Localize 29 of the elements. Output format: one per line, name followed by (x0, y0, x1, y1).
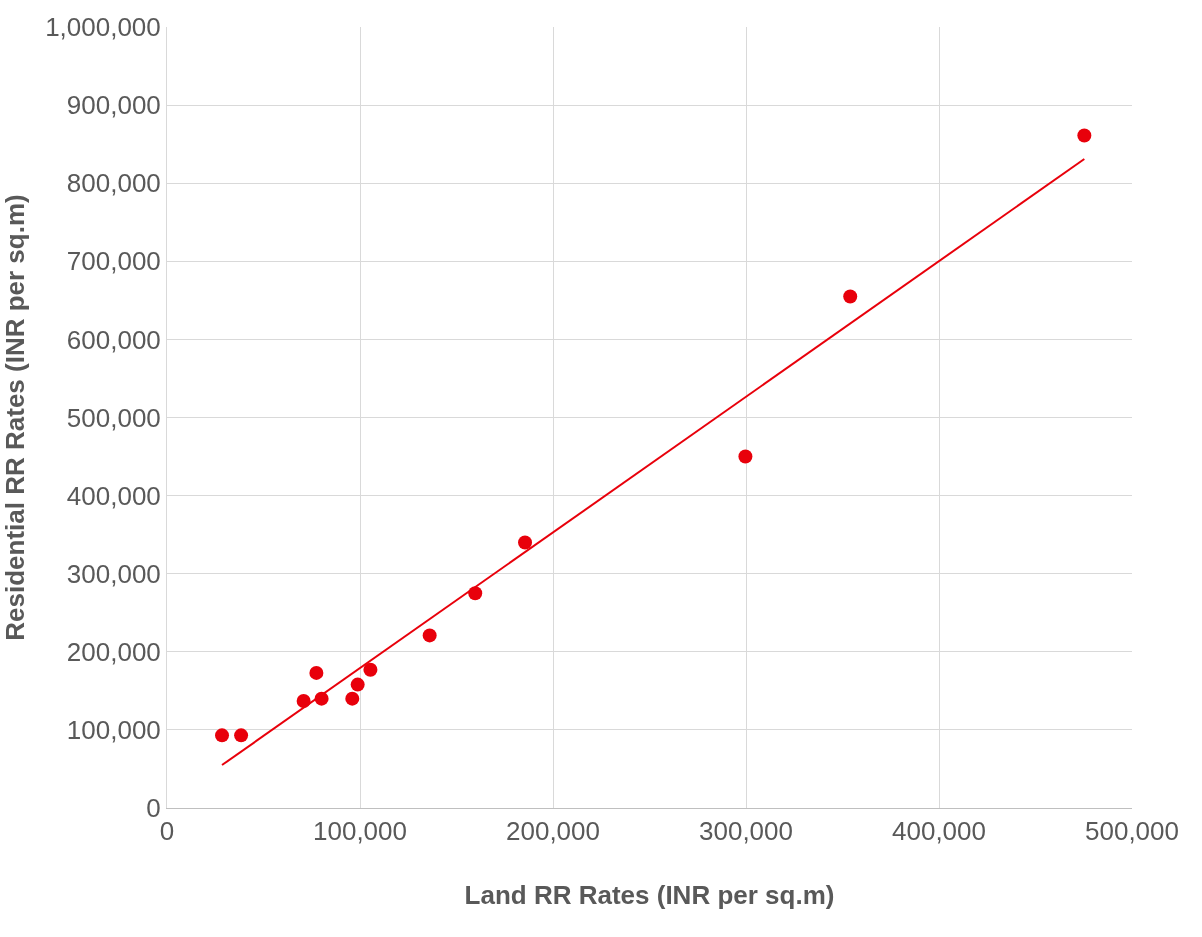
point (234, 728, 249, 743)
point (363, 662, 378, 677)
y-tick-label: 200,000 (66, 636, 161, 667)
point (309, 665, 324, 680)
y-tick-label: 600,000 (66, 324, 161, 355)
y-tick-label: 100,000 (66, 715, 161, 745)
x-tick-label: 500,000 (1085, 816, 1179, 847)
point (345, 691, 360, 706)
x-axis-title: Land RR Rates (INR per sq.m) (464, 879, 835, 910)
y-tick-label: 1,000,000 (45, 12, 161, 43)
point (1077, 128, 1092, 143)
point (422, 628, 437, 643)
point (215, 728, 230, 743)
y-tick-label: 700,000 (66, 246, 161, 277)
y-tick-label: 300,000 (66, 558, 161, 589)
point (518, 535, 533, 550)
point (843, 289, 858, 304)
y-tick-label: 400,000 (66, 480, 161, 511)
x-tick-label: 100,000 (313, 816, 407, 847)
y-axis-title: Residential RR Rates (INR per sq.m) (0, 194, 30, 641)
x-tick-label: 300,000 (699, 816, 793, 847)
y-tick-label: 0 (146, 793, 161, 824)
point (738, 449, 753, 464)
y-tick-label: 800,000 (66, 168, 161, 199)
point (350, 677, 365, 692)
y-tick-label: 900,000 (66, 90, 161, 121)
x-tick-label: 200,000 (506, 816, 600, 847)
x-tick-label: 400,000 (892, 816, 986, 847)
y-tick-label: 500,000 (66, 402, 161, 433)
